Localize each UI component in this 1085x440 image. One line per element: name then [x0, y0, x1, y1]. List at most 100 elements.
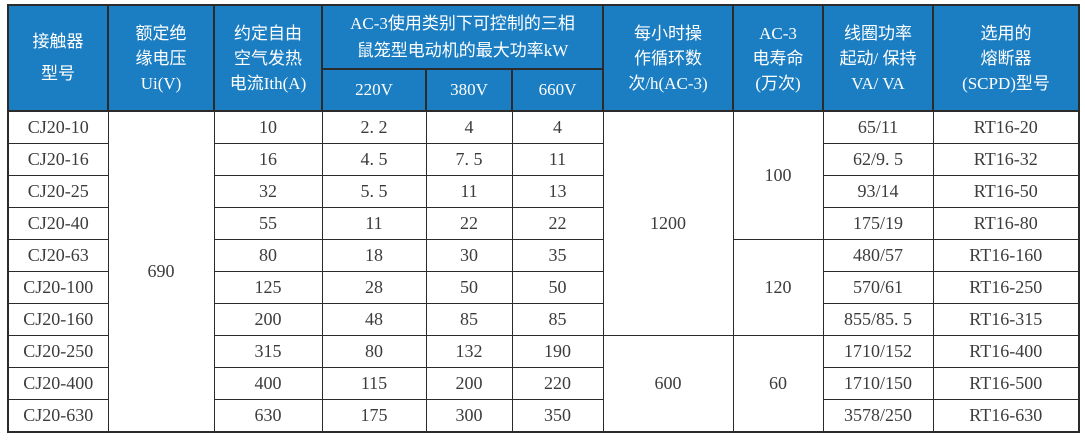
cell-p660: 13	[511, 174, 604, 208]
cell-life-merged: 120	[732, 238, 824, 337]
table-row: CJ20-25 32 5. 5 11 13 93/14 RT16-50	[7, 174, 1080, 208]
header-line: 作循环数	[634, 48, 702, 68]
header-line: 空气发热	[234, 48, 302, 68]
cell-p220: 18	[321, 238, 427, 272]
header-contactor-model: 接触器 型号	[7, 4, 109, 112]
header-line: 每小时操	[634, 23, 702, 43]
header-line: 接触器	[32, 32, 84, 51]
cell-fuse: RT16-315	[932, 303, 1080, 337]
cell-fuse: RT16-160	[932, 238, 1080, 272]
cell-model: CJ20-16	[7, 142, 109, 176]
cell-ith: 10	[213, 110, 323, 144]
table-row: CJ20-16 16 4. 5 7. 5 11 62/9. 5 RT16-32	[7, 142, 1080, 176]
cell-coil: 480/57	[822, 238, 934, 272]
cell-p380: 11	[425, 174, 513, 208]
cell-fuse: RT16-80	[932, 206, 1080, 240]
cell-p220: 80	[321, 335, 427, 369]
cell-model: CJ20-63	[7, 238, 109, 272]
cell-coil: 3578/250	[822, 399, 934, 433]
cell-coil: 65/11	[822, 110, 934, 144]
cell-p380: 132	[425, 335, 513, 369]
cell-coil: 62/9. 5	[822, 142, 934, 176]
cell-ith: 32	[213, 174, 323, 208]
cell-p220: 48	[321, 303, 427, 337]
header-coil-power: 线圈功率 起动/ 保持 VA/ VA	[822, 4, 934, 112]
cell-fuse: RT16-250	[932, 270, 1080, 305]
cell-p220: 28	[321, 270, 427, 305]
header-line: 鼠笼型电动机的最大功率kW	[356, 41, 569, 60]
cell-p220: 175	[321, 399, 427, 433]
cell-ith: 315	[213, 335, 323, 369]
header-660v: 660V	[511, 68, 604, 112]
cell-p380: 50	[425, 270, 513, 305]
header-line: 电寿命	[752, 48, 804, 68]
cell-coil: 175/19	[822, 206, 934, 240]
cell-cycles-merged: 1200	[602, 110, 734, 337]
table-row: CJ20-10 690 10 2. 2 4 4 1200 100 65/11 R…	[7, 110, 1080, 433]
cell-coil: 1710/152	[822, 335, 934, 369]
cell-p660: 22	[511, 206, 604, 240]
cell-p380: 4	[425, 110, 513, 144]
header-line: Ui(V)	[140, 73, 182, 93]
table-row: CJ20-250 315 80 132 190 600 60 1710/152 …	[7, 335, 1080, 433]
cell-ith: 630	[213, 399, 323, 433]
cell-fuse: RT16-20	[932, 110, 1080, 144]
cell-p380: 30	[425, 238, 513, 272]
cell-model: CJ20-250	[7, 335, 109, 369]
cell-p660: 190	[511, 335, 604, 369]
cell-ith: 55	[213, 206, 323, 240]
cell-p660: 85	[511, 303, 604, 337]
cell-p220: 4. 5	[321, 142, 427, 176]
cell-p660: 35	[511, 238, 604, 272]
header-line: 次/h(AC-3)	[628, 73, 708, 93]
cell-model: CJ20-25	[7, 174, 109, 208]
cell-fuse: RT16-50	[932, 174, 1080, 208]
cell-p220: 11	[321, 206, 427, 240]
cell-coil: 570/61	[822, 270, 934, 305]
header-line: 选用的	[980, 23, 1032, 43]
header-line: 电流Ith(A)	[229, 73, 307, 93]
cell-coil: 855/85. 5	[822, 303, 934, 337]
header-line: (万次)	[755, 73, 801, 93]
cell-ith: 125	[213, 270, 323, 305]
header-line: 起动/ 保持	[839, 48, 917, 68]
table-row: CJ20-40 55 11 22 22 175/19 RT16-80	[7, 206, 1080, 240]
header-max-motor-power-group: AC-3使用类别下可控制的三相 鼠笼型电动机的最大功率kW	[321, 4, 604, 70]
cell-cycles-merged: 600	[602, 335, 734, 433]
table-row: CJ20-630 630 175 300 350 3578/250 RT16-6…	[7, 399, 1080, 433]
cell-ith: 400	[213, 367, 323, 401]
cell-p380: 7. 5	[425, 142, 513, 176]
table-row: CJ20-400 400 115 200 220 1710/150 RT16-5…	[7, 367, 1080, 401]
cell-p380: 300	[425, 399, 513, 433]
header-rated-insulation-voltage: 额定绝 缘电压 Ui(V)	[107, 4, 215, 112]
cell-p660: 350	[511, 399, 604, 433]
cell-ui-merged: 690	[107, 110, 215, 433]
header-line: (SCPD)型号	[962, 73, 1050, 93]
header-operating-cycles: 每小时操 作循环数 次/h(AC-3)	[602, 4, 734, 112]
cell-model: CJ20-400	[7, 367, 109, 401]
cell-p660: 4	[511, 110, 604, 144]
cell-model: CJ20-160	[7, 303, 109, 337]
cell-p380: 85	[425, 303, 513, 337]
cell-p380: 200	[425, 367, 513, 401]
header-line: AC-3使用类别下可控制的三相	[350, 14, 575, 33]
cell-model: CJ20-40	[7, 206, 109, 240]
header-line: 约定自由	[234, 23, 302, 43]
header-thermal-current: 约定自由 空气发热 电流Ith(A)	[213, 4, 323, 112]
cell-life-merged: 60	[732, 335, 824, 433]
cell-life-merged: 100	[732, 110, 824, 240]
header-line: 型号	[41, 64, 75, 83]
cell-p220: 2. 2	[321, 110, 427, 144]
header-line: 缘电压	[135, 48, 187, 68]
cell-p660: 220	[511, 367, 604, 401]
header-line: AC-3	[759, 23, 797, 43]
cell-ith: 200	[213, 303, 323, 337]
table-row: CJ20-160 200 48 85 85 855/85. 5 RT16-315	[7, 303, 1080, 337]
cell-fuse: RT16-630	[932, 399, 1080, 433]
cell-p220: 115	[321, 367, 427, 401]
cell-coil: 93/14	[822, 174, 934, 208]
header-line: 额定绝	[135, 23, 187, 43]
cell-fuse: RT16-32	[932, 142, 1080, 176]
cell-p380: 22	[425, 206, 513, 240]
header-fuse-model: 选用的 熔断器 (SCPD)型号	[932, 4, 1080, 112]
